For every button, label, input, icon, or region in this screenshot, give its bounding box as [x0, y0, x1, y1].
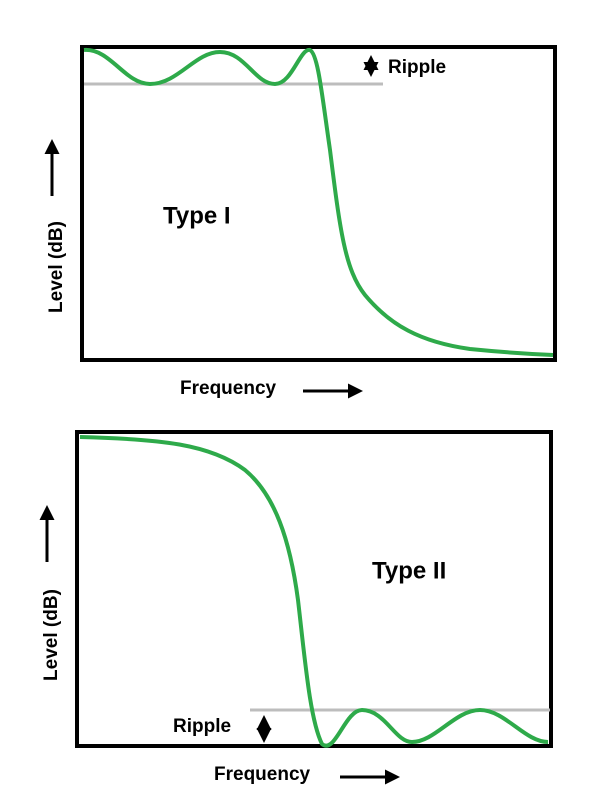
- plot-frame: [80, 45, 557, 362]
- ripple-label: Ripple: [388, 57, 446, 78]
- panel-label: Type II: [372, 557, 446, 584]
- response-curve: [83, 47, 554, 357]
- plot-frame: [75, 430, 553, 748]
- x-axis-label: Frequency: [180, 378, 277, 399]
- y-axis-label: Level (dB): [46, 221, 67, 313]
- x-axis-label: Frequency: [214, 764, 311, 785]
- panel-type-2: Ripple Type II Level (dB) Frequency: [39, 430, 553, 785]
- y-axis-label: Level (dB): [41, 589, 62, 681]
- response-curve: [79, 435, 549, 748]
- ripple-label: Ripple: [173, 716, 231, 737]
- panel-type-1: Ripple Type I Level (dB) Frequency: [44, 45, 557, 399]
- panel-label: Type I: [163, 202, 231, 229]
